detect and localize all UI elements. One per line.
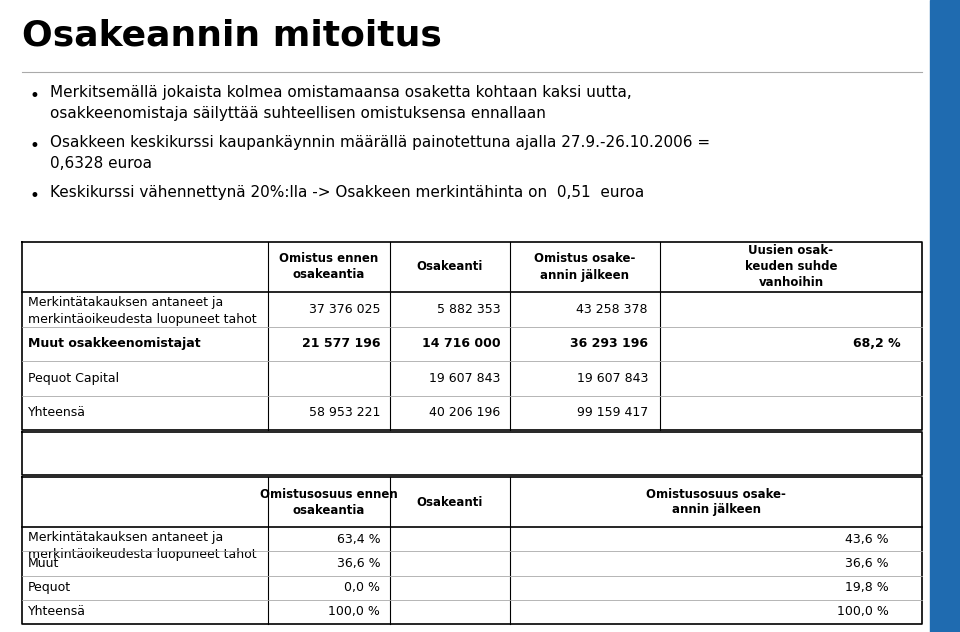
Text: 19 607 843: 19 607 843 [577, 372, 648, 385]
Text: •: • [30, 87, 40, 105]
Text: Osakeannin mitoitus: Osakeannin mitoitus [22, 18, 442, 52]
Text: 58 953 221: 58 953 221 [309, 406, 380, 419]
Text: 14 716 000: 14 716 000 [421, 337, 500, 350]
Text: •: • [30, 187, 40, 205]
Text: Keskikurssi vähennettynä 20%:lla -> Osakkeen merkintähinta on  0,51  euroa: Keskikurssi vähennettynä 20%:lla -> Osak… [50, 185, 644, 200]
Text: 63,4 %: 63,4 % [337, 533, 380, 545]
Text: Muut osakkeenomistajat: Muut osakkeenomistajat [28, 337, 201, 350]
Text: 37 376 025: 37 376 025 [309, 303, 380, 316]
Text: Uusien osak-
keuden suhde
vanhoihin: Uusien osak- keuden suhde vanhoihin [745, 245, 837, 289]
Text: Muut: Muut [28, 557, 60, 570]
Text: Omistus osake-
annin jälkeen: Omistus osake- annin jälkeen [535, 253, 636, 281]
Bar [930, 0, 960, 632]
Text: 0,0 %: 0,0 % [345, 581, 380, 594]
Text: Osakeanti: Osakeanti [417, 260, 483, 274]
Text: 68,2 %: 68,2 % [853, 337, 901, 350]
Text: 100,0 %: 100,0 % [328, 605, 380, 618]
Text: 43,6 %: 43,6 % [846, 533, 889, 545]
Text: Osakkeen keskikurssi kaupankäynnin määrällä painotettuna ajalla 27.9.-26.10.2006: Osakkeen keskikurssi kaupankäynnin määrä… [50, 135, 710, 171]
Text: Merkitsemällä jokaista kolmea omistamaansa osaketta kohtaan kaksi uutta,
osakkee: Merkitsemällä jokaista kolmea omistamaan… [50, 85, 632, 121]
Text: Merkintätakauksen antaneet ja
merkintäoikeudesta luopuneet tahot: Merkintätakauksen antaneet ja merkintäoi… [28, 296, 256, 326]
Text: 99 159 417: 99 159 417 [577, 406, 648, 419]
Text: 36 293 196: 36 293 196 [570, 337, 648, 350]
Text: 43 258 378: 43 258 378 [577, 303, 648, 316]
Text: 21 577 196: 21 577 196 [301, 337, 380, 350]
Text: Osakeanti: Osakeanti [417, 495, 483, 509]
Text: 36,6 %: 36,6 % [846, 557, 889, 570]
Text: Merkintätakauksen antaneet ja
merkintäoikeudesta luopuneet tahot: Merkintätakauksen antaneet ja merkintäoi… [28, 531, 256, 561]
Text: Omistusosuus ennen
osakeantia: Omistusosuus ennen osakeantia [260, 487, 397, 516]
Text: •: • [30, 137, 40, 155]
Text: 5 882 353: 5 882 353 [437, 303, 500, 316]
Text: Yhteensä: Yhteensä [28, 605, 86, 618]
Text: 19,8 %: 19,8 % [846, 581, 889, 594]
Text: 100,0 %: 100,0 % [837, 605, 889, 618]
Text: 19 607 843: 19 607 843 [429, 372, 500, 385]
Text: Omistusosuus osake-
annin jälkeen: Omistusosuus osake- annin jälkeen [646, 487, 786, 516]
Text: Omistus ennen
osakeantia: Omistus ennen osakeantia [279, 253, 378, 281]
Text: Yhteensä: Yhteensä [28, 406, 86, 419]
Text: 36,6 %: 36,6 % [337, 557, 380, 570]
Text: Pequot: Pequot [28, 581, 71, 594]
Text: 40 206 196: 40 206 196 [429, 406, 500, 419]
Text: Pequot Capital: Pequot Capital [28, 372, 119, 385]
